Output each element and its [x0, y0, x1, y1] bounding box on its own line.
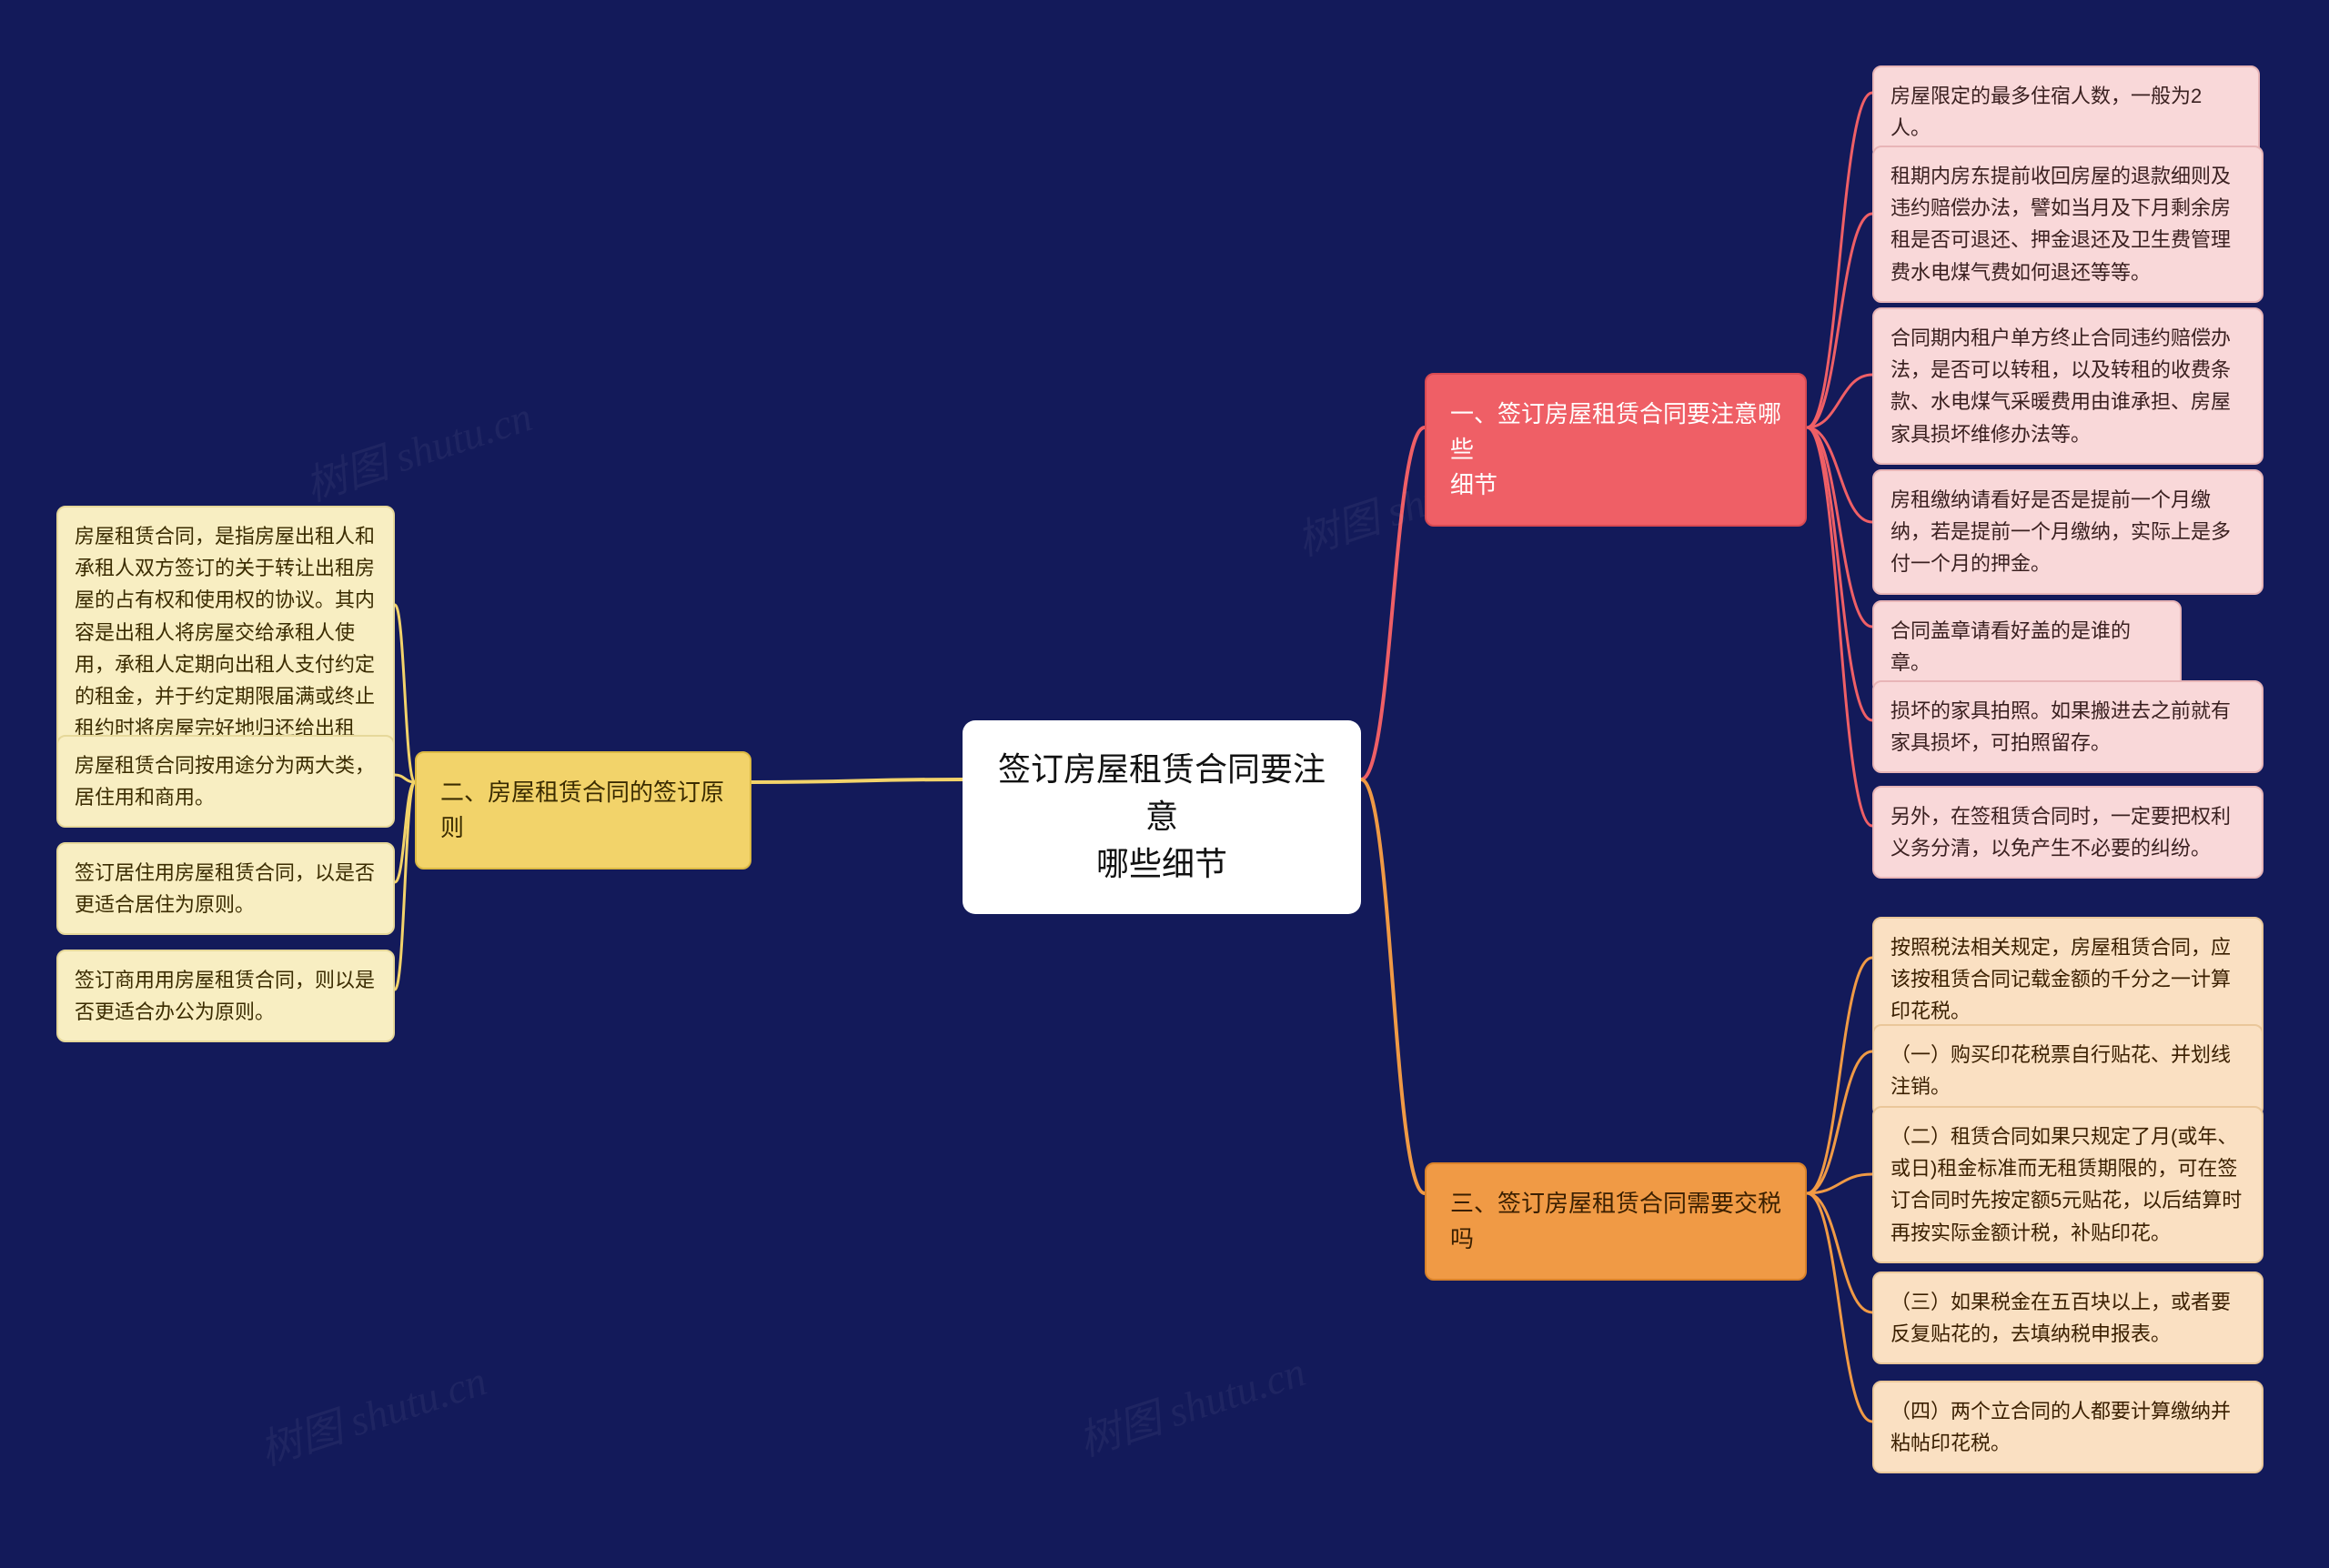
leaf-node-b1-2: 合同期内租户单方终止合同违约赔偿办法，是否可以转租，以及转租的收费条款、水电煤气… [1872, 307, 2263, 465]
leaf-node-b1-5: 损坏的家具拍照。如果搬进去之前就有家具损坏，可拍照留存。 [1872, 680, 2263, 773]
branch-node-b3: 三、签订房屋租赁合同需要交税吗 [1425, 1162, 1807, 1281]
leaf-node-b3-2: （二）租赁合同如果只规定了月(或年、或日)租金标准而无租赁期限的，可在签订合同时… [1872, 1106, 2263, 1263]
leaf-node-b3-1: （一）购买印花税票自行贴花、并划线注销。 [1872, 1024, 2263, 1117]
branch-node-b2: 二、房屋租赁合同的签订原则 [415, 751, 751, 869]
leaf-node-b2-2: 签订居住用房屋租赁合同，以是否更适合居住为原则。 [56, 842, 395, 935]
watermark: 树图 shutu.cn [251, 1348, 493, 1478]
leaf-node-b1-3: 房租缴纳请看好是否是提前一个月缴纳，若是提前一个月缴纳，实际上是多付一个月的押金… [1872, 469, 2263, 595]
leaf-node-b2-1: 房屋租赁合同按用途分为两大类，居住用和商用。 [56, 735, 395, 828]
center-node: 签订房屋租赁合同要注意 哪些细节 [963, 720, 1361, 914]
leaf-node-b2-3: 签订商用用房屋租赁合同，则以是否更适合办公为原则。 [56, 950, 395, 1042]
watermark: 树图 shutu.cn [1070, 1339, 1312, 1469]
leaf-node-b3-4: （四）两个立合同的人都要计算缴纳并粘帖印花税。 [1872, 1381, 2263, 1473]
branch-node-b1: 一、签订房屋租赁合同要注意哪些 细节 [1425, 373, 1807, 527]
leaf-node-b1-6: 另外，在签租赁合同时，一定要把权利义务分清，以免产生不必要的纠纷。 [1872, 786, 2263, 879]
watermark: 树图 shutu.cn [297, 384, 539, 514]
leaf-node-b1-1: 租期内房东提前收回房屋的退款细则及违约赔偿办法，譬如当月及下月剩余房租是否可退还… [1872, 146, 2263, 303]
leaf-node-b3-0: 按照税法相关规定，房屋租赁合同，应该按租赁合同记载金额的千分之一计算印花税。 [1872, 917, 2263, 1042]
leaf-node-b3-3: （三）如果税金在五百块以上，或者要反复贴花的，去填纳税申报表。 [1872, 1271, 2263, 1364]
